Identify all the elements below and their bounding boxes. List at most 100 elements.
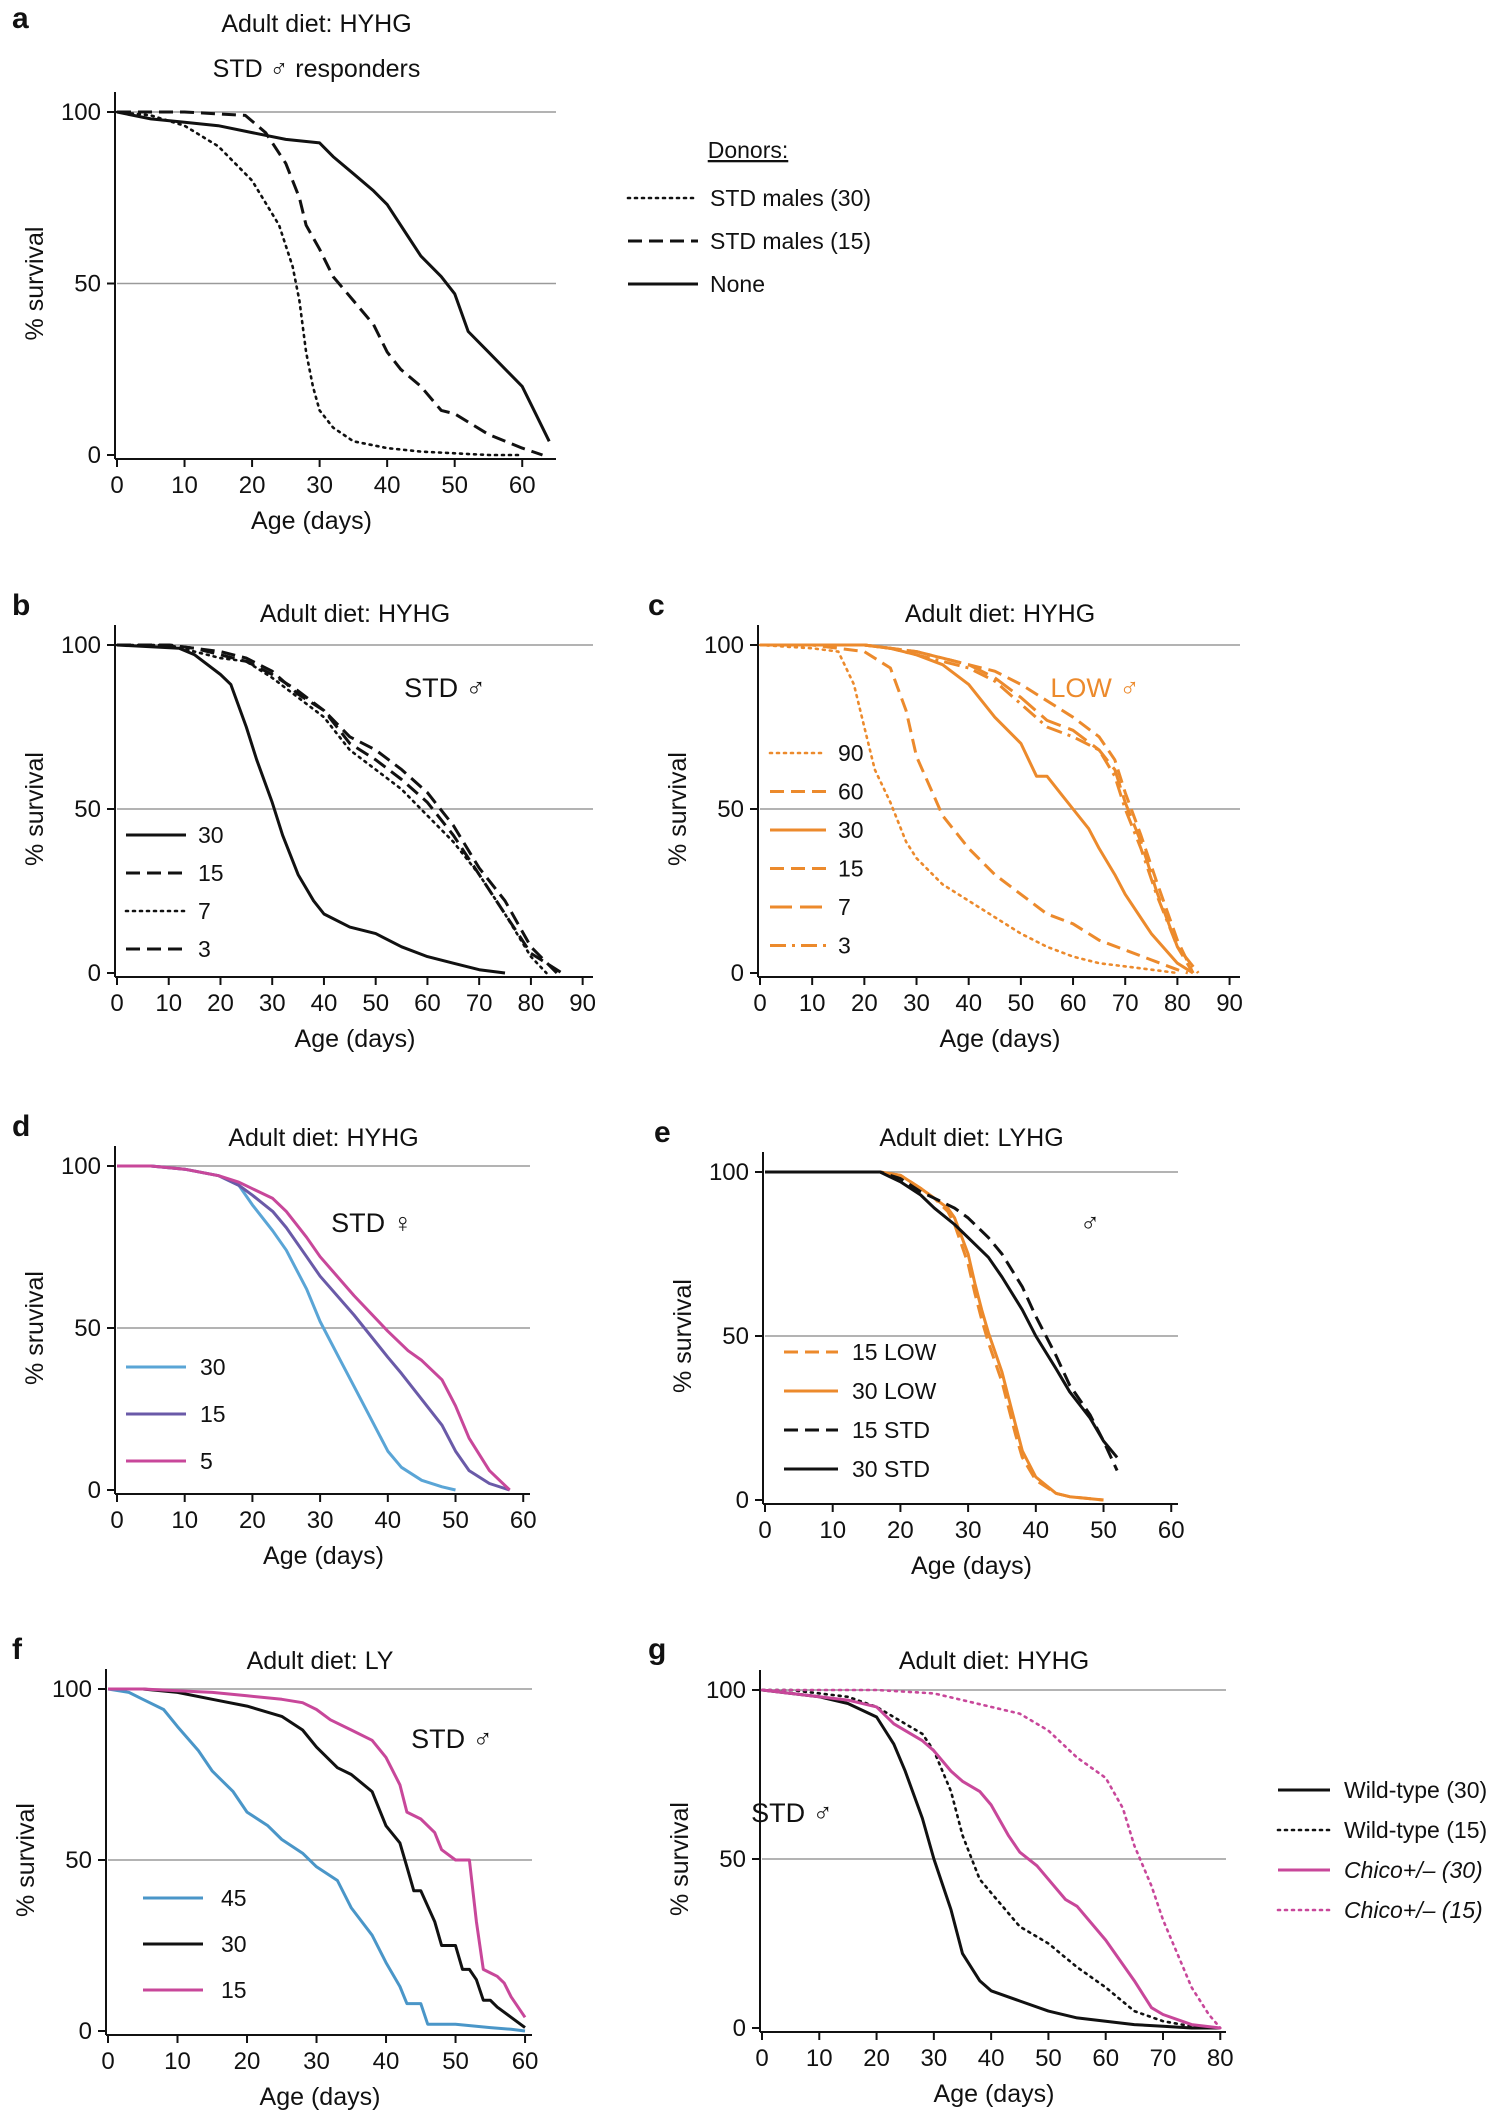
sex-annotation: STD ♀ bbox=[331, 1208, 413, 1238]
x-tick-label: 0 bbox=[110, 472, 123, 499]
chart-title: Adult diet: HYHG bbox=[899, 1647, 1089, 1675]
legend: 90 60 30 15 7 3 bbox=[768, 740, 864, 959]
x-axis-label: Age (days) bbox=[934, 2080, 1055, 2108]
x-tick-label: 60 bbox=[414, 990, 441, 1017]
chart-title: Adult diet: HYHG bbox=[260, 600, 450, 628]
x-tick-label: 10 bbox=[819, 1517, 846, 1544]
x-tick-label: 80 bbox=[518, 990, 545, 1017]
legend-label: 5 bbox=[200, 1448, 213, 1474]
legend: 15 LOW 30 LOW 15 STD 30 STD bbox=[784, 1339, 937, 1482]
x-tick-label: 10 bbox=[155, 990, 182, 1017]
legend-label: 30 LOW bbox=[852, 1378, 937, 1404]
x-tick-label: 40 bbox=[373, 2048, 400, 2075]
sex-annotation: ♂ bbox=[1080, 1208, 1100, 1238]
y-axis-label: % survival bbox=[664, 752, 692, 866]
x-axis-label: Age (days) bbox=[295, 1025, 416, 1053]
sex-annotation: STD ♂ bbox=[404, 673, 486, 703]
y-axis-label: % survival bbox=[21, 752, 49, 866]
x-tick-label: 30 bbox=[307, 1507, 334, 1534]
x-tick-label: 40 bbox=[311, 990, 338, 1017]
x-tick-label: 10 bbox=[164, 2048, 191, 2075]
sex-annotation: STD ♂ bbox=[751, 1798, 833, 1828]
y-tick-label: 0 bbox=[731, 960, 744, 987]
legend-label: 15 bbox=[198, 860, 224, 886]
series-line-90 bbox=[758, 643, 1179, 975]
x-tick-label: 20 bbox=[234, 2048, 261, 2075]
legend-title: Donors: bbox=[708, 137, 789, 163]
panel-d: d Adult diet: HYHG 0 50 100 0 10 20 30 40 50 60 Age … bbox=[12, 1110, 537, 1570]
y-tick-label: 0 bbox=[736, 1487, 749, 1514]
x-tick-label: 10 bbox=[806, 2045, 833, 2072]
x-axis-label: Age (days) bbox=[260, 2083, 381, 2111]
series-line-3 bbox=[117, 643, 563, 975]
legend: Donors: STD males (30) STD males (15) None bbox=[626, 137, 871, 297]
panel-label: c bbox=[648, 589, 665, 622]
x-tick-label: 0 bbox=[753, 990, 766, 1017]
y-axis-label: % survival bbox=[21, 227, 49, 341]
x-tick-label: 30 bbox=[903, 990, 930, 1017]
x-tick-label: 50 bbox=[362, 990, 389, 1017]
panel-label: g bbox=[648, 1633, 666, 1666]
legend-label: 30 bbox=[221, 1931, 247, 1957]
series-line-chico-15- bbox=[760, 1688, 1222, 2030]
x-tick-label: 70 bbox=[1112, 990, 1139, 1017]
x-tick-label: 50 bbox=[442, 2048, 469, 2075]
x-tick-label: 50 bbox=[441, 472, 468, 499]
series-line-wild-type-30- bbox=[761, 1688, 1221, 2030]
chart-subtitle: STD ♂ responders bbox=[213, 55, 421, 83]
series-line-30 bbox=[108, 1687, 526, 2029]
series-line-30-std bbox=[765, 1170, 1119, 1459]
sex-annotation: STD ♂ bbox=[411, 1724, 493, 1754]
chart-title: Adult diet: HYHG bbox=[228, 1124, 418, 1152]
x-tick-label: 60 bbox=[1158, 1517, 1185, 1544]
y-tick-label: 100 bbox=[706, 1677, 746, 1704]
x-tick-label: 20 bbox=[863, 2045, 890, 2072]
y-tick-label: 100 bbox=[52, 1676, 92, 1703]
y-axis-label: % survival bbox=[12, 1803, 40, 1917]
panel-c: c Adult diet: HYHG 0 50 100 0 10 20 30 40 50 60 70 80… bbox=[648, 589, 1243, 1053]
y-axis-label: % sruvival bbox=[21, 1271, 49, 1385]
x-tick-label: 50 bbox=[1090, 1517, 1117, 1544]
y-tick-label: 50 bbox=[719, 1846, 746, 1873]
x-tick-label: 60 bbox=[1092, 2045, 1119, 2072]
panel-b: b Adult diet: HYHG 0 50 100 0 10 20 30 40 50 60 70 80… bbox=[12, 589, 596, 1053]
sex-annotation: LOW ♂ bbox=[1050, 673, 1139, 703]
x-tick-label: 60 bbox=[512, 2048, 539, 2075]
x-tick-label: 60 bbox=[1060, 990, 1087, 1017]
legend-label: Wild-type (30) bbox=[1344, 1777, 1487, 1803]
x-tick-label: 40 bbox=[374, 1507, 401, 1534]
legend: 30 15 5 bbox=[126, 1354, 226, 1474]
x-tick-label: 30 bbox=[259, 990, 286, 1017]
series-line-60 bbox=[760, 643, 1189, 975]
x-tick-label: 50 bbox=[1035, 2045, 1062, 2072]
y-tick-label: 100 bbox=[704, 632, 744, 659]
legend-label: 30 bbox=[838, 817, 864, 843]
legend: 45 30 15 bbox=[143, 1885, 247, 2003]
x-tick-label: 70 bbox=[1150, 2045, 1177, 2072]
x-tick-label: 40 bbox=[374, 472, 401, 499]
y-axis-label: % survival bbox=[669, 1279, 697, 1393]
x-tick-label: 20 bbox=[239, 472, 266, 499]
series-line-30-low bbox=[765, 1170, 1104, 1502]
x-tick-label: 0 bbox=[101, 2048, 114, 2075]
legend-label: 15 bbox=[200, 1401, 226, 1427]
x-tick-label: 40 bbox=[955, 990, 982, 1017]
x-tick-label: 30 bbox=[921, 2045, 948, 2072]
y-tick-label: 50 bbox=[722, 1323, 749, 1350]
series-line-std-males-15- bbox=[117, 110, 543, 457]
x-axis-label: Age (days) bbox=[251, 507, 372, 535]
series-line-15 bbox=[117, 643, 558, 975]
x-tick-label: 0 bbox=[110, 1507, 123, 1534]
x-tick-label: 20 bbox=[207, 990, 234, 1017]
panel-label: f bbox=[12, 1633, 23, 1666]
y-axis-label: % survival bbox=[666, 1802, 694, 1916]
x-tick-label: 70 bbox=[466, 990, 493, 1017]
y-tick-label: 100 bbox=[709, 1159, 749, 1186]
x-tick-label: 20 bbox=[851, 990, 878, 1017]
panel-e: e Adult diet: LYHG 0 50 100 0 10 20 30 40 50 60 Age … bbox=[654, 1116, 1185, 1580]
legend-label: STD males (15) bbox=[710, 228, 871, 254]
legend-label: 3 bbox=[838, 933, 851, 959]
x-tick-label: 10 bbox=[799, 990, 826, 1017]
legend: 30 15 7 3 bbox=[124, 822, 224, 962]
legend-label: 30 bbox=[200, 1354, 226, 1380]
